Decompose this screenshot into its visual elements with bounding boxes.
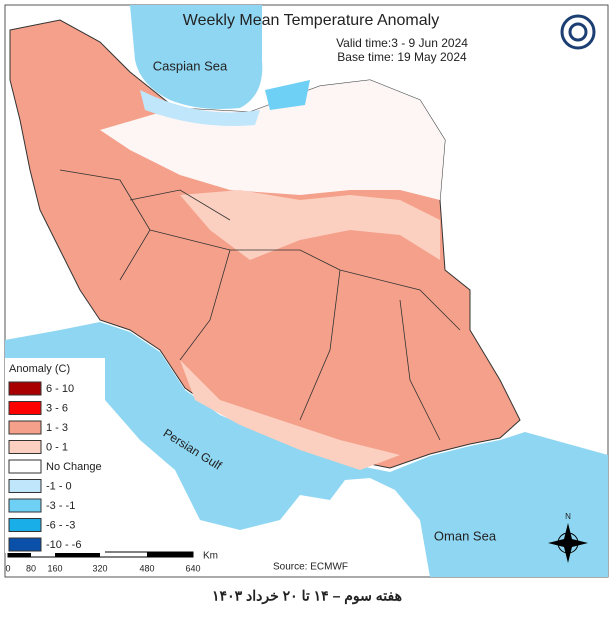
scale-tick-label: 640 — [185, 563, 200, 573]
cooler-area — [265, 80, 310, 110]
cool-area — [140, 90, 260, 126]
legend-swatch — [8, 498, 42, 513]
scale-tick-label: 160 — [47, 563, 62, 573]
legend-label: 6 - 10 — [46, 383, 74, 395]
scale-tick-label: 0 — [5, 563, 10, 573]
caspian-sea — [130, 5, 263, 109]
valid-time: Valid time:3 - 9 Jun 2024 — [336, 36, 468, 50]
caspian-label: Caspian Sea — [153, 58, 228, 73]
legend-swatch — [8, 518, 42, 532]
caption: هفته سوم – ۱۴ تا ۲۰ خرداد ۱۴۰۳ — [212, 588, 402, 605]
compass-n: N — [565, 512, 571, 521]
title: Weekly Mean Temperature Anomaly — [183, 12, 439, 29]
legend: Anomaly (C) 6 - 10 3 - 6 1 - 3 0 - 1 No Chan… — [5, 358, 105, 553]
slight-warm-area — [180, 190, 440, 260]
legend-label: -10 - -6 — [46, 539, 81, 551]
base-time: Base time: 19 May 2024 — [337, 50, 467, 64]
province-borders — [59, 169, 461, 441]
legend-label: 0 - 1 — [46, 441, 68, 453]
compass: N — [548, 512, 588, 563]
scale-unit: Km — [203, 551, 218, 562]
legend-swatch — [8, 537, 42, 552]
slight-warm-coast — [180, 360, 400, 470]
legend-swatch — [8, 381, 42, 396]
legend-label: 3 - 6 — [46, 402, 68, 414]
source: Source: ECMWF — [273, 562, 348, 573]
legend-label: 1 - 3 — [46, 422, 68, 434]
legend-swatch — [8, 401, 42, 415]
scale-tick-label: 320 — [92, 563, 107, 573]
legend-label: -3 - -1 — [46, 500, 75, 512]
scale-tick-label: 480 — [139, 563, 154, 573]
legend-swatch — [8, 440, 42, 454]
scale-tick-label: 80 — [26, 563, 36, 573]
legend-swatch — [8, 420, 42, 435]
legend-label: No Change — [46, 461, 102, 473]
oman-label: Oman Sea — [434, 528, 497, 543]
legend-swatch — [8, 479, 42, 493]
legend-label: -6 - -3 — [46, 519, 75, 531]
legend-label: -1 - 0 — [46, 480, 72, 492]
logo — [560, 14, 596, 50]
legend-title: Anomaly (C) — [9, 363, 70, 375]
legend-swatch — [8, 459, 42, 474]
